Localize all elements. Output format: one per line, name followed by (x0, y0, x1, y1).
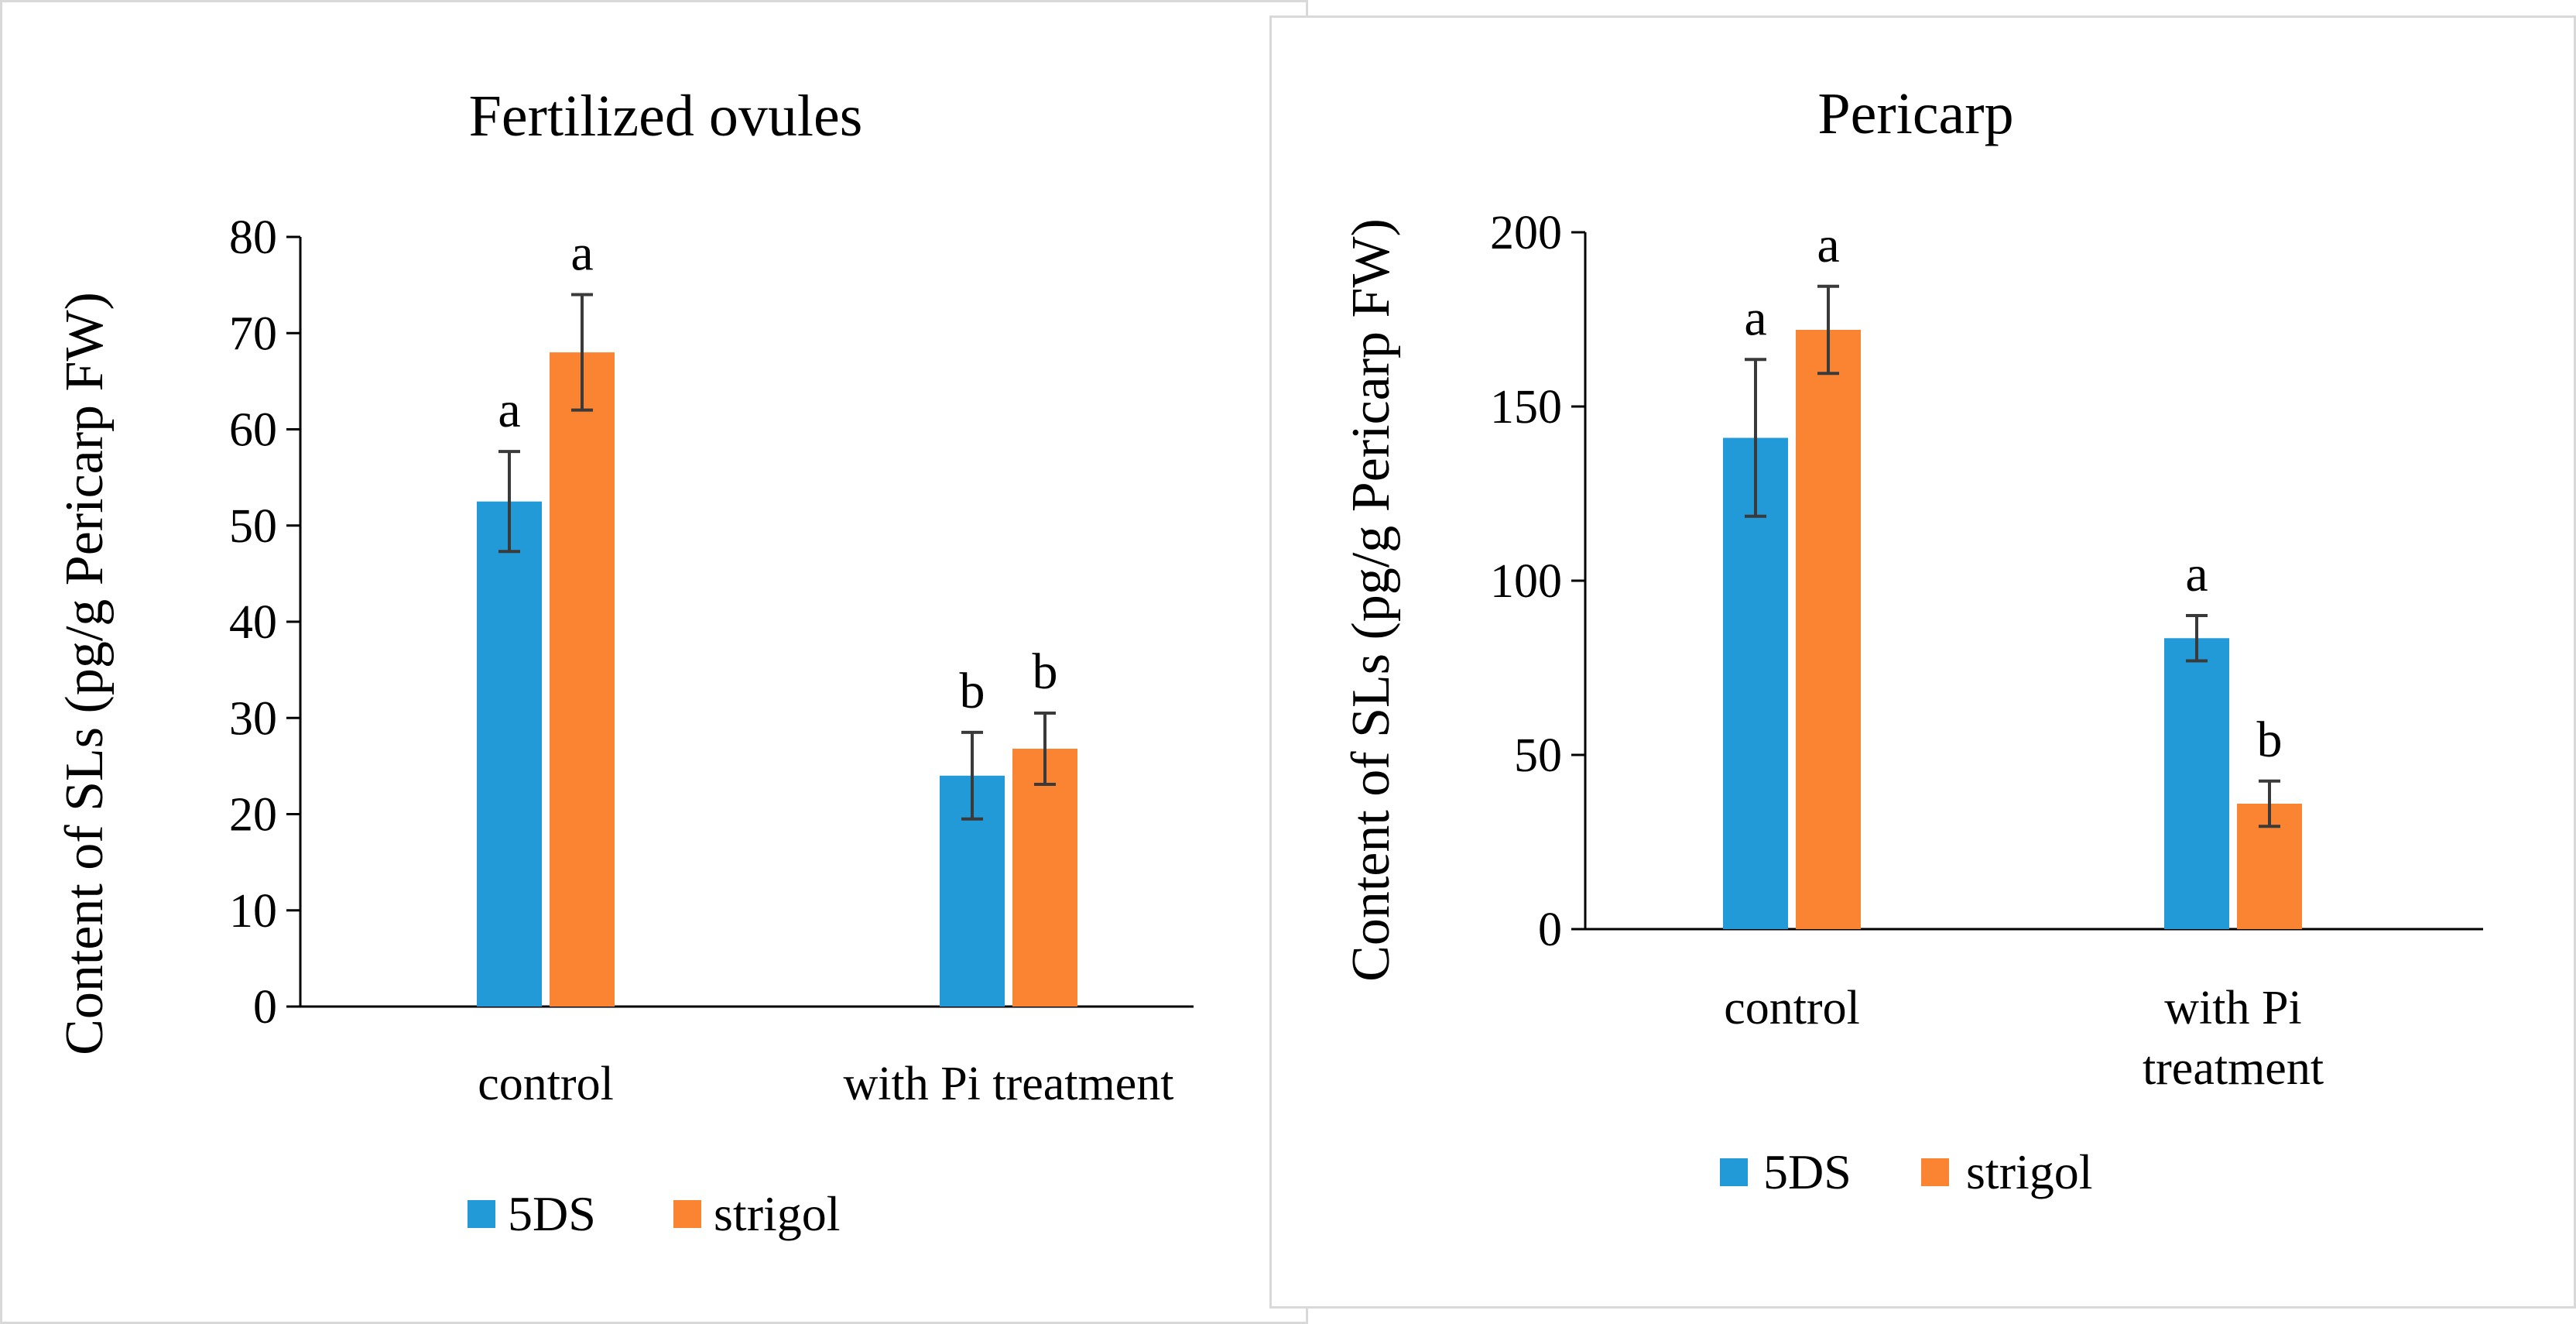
y-tick-label: 10 (229, 885, 277, 938)
y-tick-label: 0 (1538, 904, 1562, 956)
legend-swatch-5ds (1720, 1158, 1748, 1186)
y-tick-label: 70 (229, 307, 277, 360)
y-tick-label: 200 (1490, 207, 1562, 259)
y-axis-label: Content of SLs (pg/g Pericarp FW) (55, 292, 115, 1055)
chart-panel-fertilized-ovules (0, 0, 1308, 1324)
y-tick-label: 60 (229, 404, 277, 457)
legend-label: strigol (1966, 1144, 2093, 1199)
x-category-label: with Pi treatment (843, 1058, 1173, 1110)
y-tick-label: 50 (1514, 729, 1562, 782)
legend-label: 5DS (1763, 1144, 1852, 1199)
y-axis-label: Content of SLs (pg/g Pericarp FW) (1341, 218, 1401, 982)
y-tick-label: 30 (229, 692, 277, 745)
x-category-label: control (1724, 982, 1860, 1034)
chart-panel-pericarp (1269, 15, 2576, 1309)
y-tick-label: 80 (229, 211, 277, 264)
y-tick-label: 40 (229, 596, 277, 649)
bar-5ds-control (477, 501, 542, 1007)
x-category-label: control (478, 1058, 614, 1110)
y-tick-label: 150 (1490, 381, 1562, 434)
bar-5ds-pi-treatment (2164, 638, 2229, 929)
legend-swatch-5ds (468, 1200, 495, 1228)
significance-letter: a (570, 225, 593, 282)
x-category-label: with Pi (2164, 982, 2301, 1034)
significance-letter: b (960, 663, 985, 719)
legend-label: 5DS (508, 1186, 596, 1241)
chart-title: Pericarp (1817, 81, 2013, 146)
bar-strigol-control (1796, 330, 1861, 929)
x-category-label: treatment (2143, 1042, 2324, 1095)
significance-letter: a (498, 382, 520, 438)
y-tick-label: 20 (229, 789, 277, 842)
legend-swatch-strigol (673, 1200, 701, 1228)
legend-swatch-strigol (1921, 1158, 1949, 1186)
bar-strigol-control (550, 352, 615, 1007)
significance-letter: a (1817, 217, 1839, 273)
y-tick-label: 100 (1490, 555, 1562, 608)
bar-5ds-control (1723, 437, 1788, 929)
significance-letter: a (1744, 290, 1766, 346)
bar-strigol-pi-treatment (1012, 749, 1077, 1007)
y-tick-label: 0 (253, 981, 277, 1034)
y-tick-label: 50 (229, 500, 277, 553)
chart-title: Fertilized ovules (469, 84, 863, 149)
significance-letter: b (1033, 643, 1058, 700)
significance-letter: b (2257, 712, 2283, 768)
legend-label: strigol (714, 1186, 841, 1241)
significance-letter: a (2185, 546, 2208, 602)
